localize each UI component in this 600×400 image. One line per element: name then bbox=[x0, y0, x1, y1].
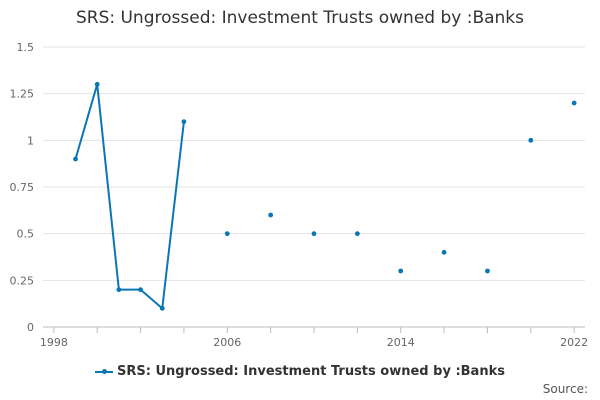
chart-title: SRS: Ungrossed: Investment Trusts owned … bbox=[75, 8, 525, 28]
chart-legend[interactable]: SRS: Ungrossed: Investment Trusts owned … bbox=[0, 364, 600, 381]
data-point bbox=[73, 156, 78, 162]
x-tick-label: 2022 bbox=[560, 336, 588, 349]
data-point bbox=[354, 231, 360, 237]
data-point bbox=[159, 305, 165, 311]
y-tick-label: 1 bbox=[27, 134, 34, 147]
x-tick-label: 1998 bbox=[40, 336, 68, 349]
y-tick-label: 0.75 bbox=[10, 181, 35, 194]
data-point bbox=[485, 268, 490, 274]
data-point bbox=[571, 100, 577, 106]
data-point bbox=[224, 231, 230, 237]
data-point bbox=[528, 137, 534, 143]
data-point bbox=[94, 81, 100, 87]
data-point bbox=[116, 287, 122, 293]
x-tick-label: 2006 bbox=[213, 336, 241, 349]
data-point bbox=[138, 287, 143, 293]
y-tick-label: 1.5 bbox=[17, 41, 35, 54]
y-tick-label: 0.5 bbox=[17, 228, 35, 241]
y-tick-label: 0.25 bbox=[10, 274, 35, 287]
series-line bbox=[74, 83, 185, 310]
legend-item[interactable]: SRS: Ungrossed: Investment Trusts owned … bbox=[95, 364, 505, 379]
data-point bbox=[181, 119, 187, 125]
y-tick-label: 1.25 bbox=[10, 88, 35, 101]
data-point bbox=[268, 212, 274, 218]
data-point bbox=[398, 268, 404, 274]
x-tick-label: 2014 bbox=[387, 336, 415, 349]
source-label: Source: bbox=[542, 382, 588, 396]
data-point bbox=[311, 231, 317, 237]
legend-line-marker-icon bbox=[95, 367, 114, 377]
y-tick-label: 0 bbox=[27, 321, 34, 334]
data-point bbox=[441, 249, 447, 255]
legend-label: SRS: Ungrossed: Investment Trusts owned … bbox=[117, 364, 505, 379]
